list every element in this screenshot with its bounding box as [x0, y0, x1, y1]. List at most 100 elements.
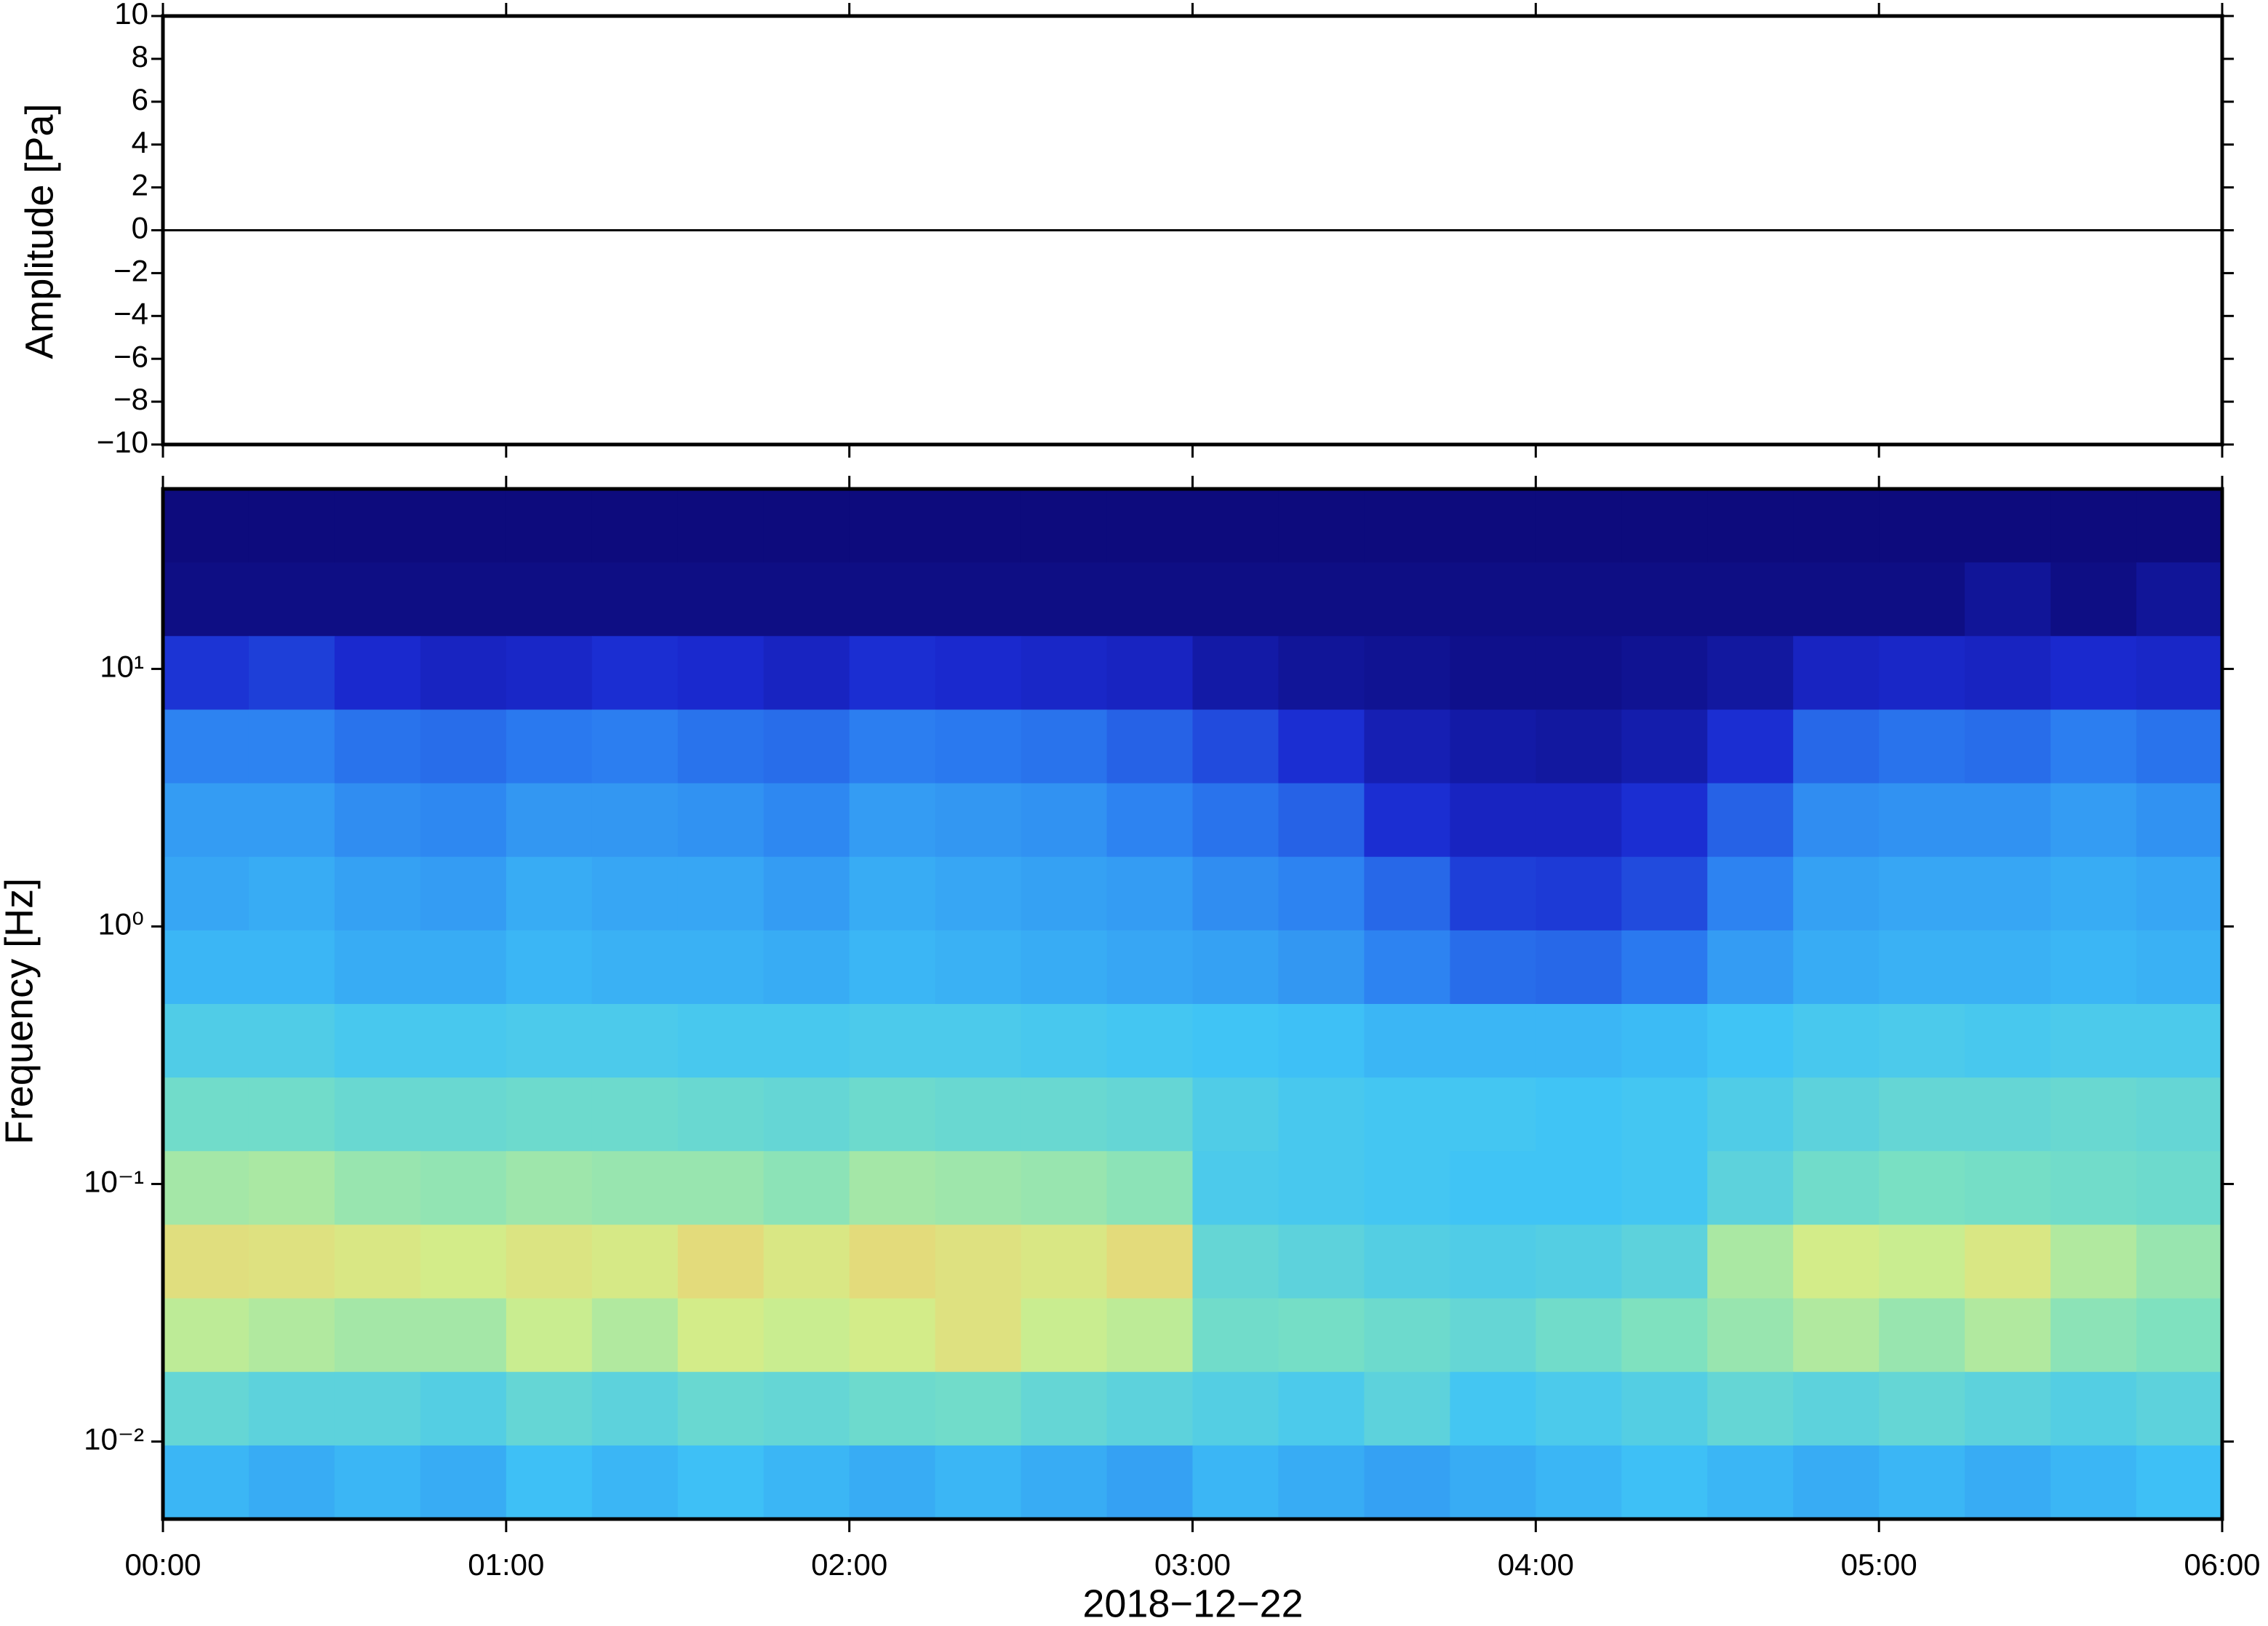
spectrogram-cell: [1621, 1445, 1709, 1520]
spectrogram-cell: [2136, 930, 2223, 1005]
spectrogram-cell: [1793, 783, 1880, 858]
spectrogram-cell: [248, 1151, 335, 1226]
spectrogram-cell: [2136, 562, 2223, 637]
spectrogram-cell: [2136, 1445, 2223, 1520]
spectrogram-cell: [248, 1004, 335, 1078]
spectrogram-cell: [1106, 1445, 1194, 1520]
spectrogram-cell: [1621, 489, 1709, 563]
spectrogram-cell: [849, 489, 936, 563]
spectrogram-cell: [506, 1004, 593, 1078]
spectrogram-cell: [1793, 856, 1880, 931]
spectrogram-cell: [506, 1077, 593, 1152]
spectrogram-cell: [506, 856, 593, 931]
spectrogram-cell: [1192, 783, 1279, 858]
spectrogram-cell: [334, 1445, 421, 1520]
y-tick-label: 10: [114, 0, 148, 31]
spectrogram-cell: [1106, 1298, 1194, 1373]
spectrogram-cell: [1879, 1151, 1965, 1226]
spectrogram-cell: [677, 783, 764, 858]
spectrogram-cell: [763, 1224, 850, 1299]
spectrogram-cell: [334, 1004, 421, 1078]
spectrogram-cell: [420, 562, 507, 637]
spectrogram-cell: [1192, 709, 1279, 784]
spectrogram-cell: [1106, 1151, 1194, 1226]
spectrogram-cell: [2136, 1077, 2223, 1152]
spectrogram-cell: [163, 856, 249, 931]
spectrogram-cell: [1707, 562, 1794, 637]
spectrogram-cell: [849, 1445, 936, 1520]
spectrogram-cell: [2051, 1004, 2137, 1078]
y-tick-label: 2: [132, 168, 148, 202]
spectrogram-cell: [1021, 930, 1108, 1005]
spectrogram-cell: [763, 1077, 850, 1152]
spectrogram-cell: [334, 1077, 421, 1152]
spectrogram-cell: [1879, 783, 1965, 858]
spectrogram-cell: [1192, 1445, 1279, 1520]
spectrogram-cell: [1021, 1077, 1108, 1152]
spectrogram-cell: [849, 856, 936, 931]
spectrogram-cell: [849, 1077, 936, 1152]
spectrogram-cell: [591, 562, 679, 637]
spectrogram-cell: [849, 709, 936, 784]
spectrogram-cell: [1621, 1004, 1709, 1078]
spectrogram-cell: [2051, 1371, 2137, 1446]
spectrogram-cell: [1106, 1371, 1194, 1446]
spectrogram-cell: [334, 930, 421, 1005]
y-tick-label: −8: [113, 382, 148, 416]
spectrogram-cell: [2051, 856, 2137, 931]
spectrogram-cell: [1707, 1371, 1794, 1446]
spectrogram-cell: [1536, 1077, 1623, 1152]
spectrogram-cell: [163, 1224, 249, 1299]
spectrogram-cell: [248, 709, 335, 784]
y-tick-label: 4: [132, 125, 148, 159]
spectrogram-cell: [248, 856, 335, 931]
spectrogram-cell: [248, 930, 335, 1005]
spectrogram-cell: [506, 709, 593, 784]
spectrogram-cell: [1879, 1224, 1965, 1299]
spectrogram-cell: [1707, 856, 1794, 931]
spectrogram-cell: [1278, 856, 1365, 931]
spectrogram-cell: [677, 1224, 764, 1299]
spectrogram-cell: [1707, 1445, 1794, 1520]
spectrogram-cell: [1364, 783, 1451, 858]
spectrogram-cell: [1450, 1224, 1537, 1299]
spectrogram-cell: [1364, 562, 1451, 637]
spectrogram-cell: [506, 930, 593, 1005]
spectrogram-cell: [163, 783, 249, 858]
spectrogram-cell: [1793, 1224, 1880, 1299]
spectrogram-cell: [591, 1077, 679, 1152]
spectrogram-cell: [1536, 1371, 1623, 1446]
spectrogram-cell: [935, 856, 1022, 931]
spectrogram-cell: [1106, 489, 1194, 563]
spectrogram-cell: [420, 856, 507, 931]
y-tick-label: −10: [97, 425, 148, 459]
y-tick-label: −6: [113, 339, 148, 373]
spectrogram-cell: [935, 1151, 1022, 1226]
spectrogram-cell: [935, 1371, 1022, 1446]
spectrogram-cell: [591, 1224, 679, 1299]
spectrogram-cell: [1364, 930, 1451, 1005]
spectrogram-cell: [1879, 489, 1965, 563]
spectrogram-cell: [506, 1445, 593, 1520]
spectrogram-cell: [1450, 1298, 1537, 1373]
spectrogram-cell: [334, 1151, 421, 1226]
spectrogram-cell: [1536, 636, 1623, 711]
spectrogram-cell: [1364, 489, 1451, 563]
spectrogram-cell: [2136, 783, 2223, 858]
spectrogram-cell: [1879, 930, 1965, 1005]
spectrogram-cell: [677, 562, 764, 637]
spectrogram-cell: [1536, 856, 1623, 931]
spectrogram-cell: [1021, 856, 1108, 931]
spectrogram-cell: [2051, 1445, 2137, 1520]
spectrogram-cell: [334, 1224, 421, 1299]
spectrogram-cell: [1192, 1224, 1279, 1299]
x-tick-label: 05:00: [1841, 1547, 1917, 1582]
spectrogram-cell: [935, 562, 1022, 637]
spectrogram-cell: [591, 489, 679, 563]
spectrogram-cell: [163, 1004, 249, 1078]
spectrogram-cell: [935, 1077, 1022, 1152]
spectrogram-cell: [1364, 856, 1451, 931]
spectrogram-cell: [1021, 783, 1108, 858]
spectrogram-cell: [1192, 636, 1279, 711]
